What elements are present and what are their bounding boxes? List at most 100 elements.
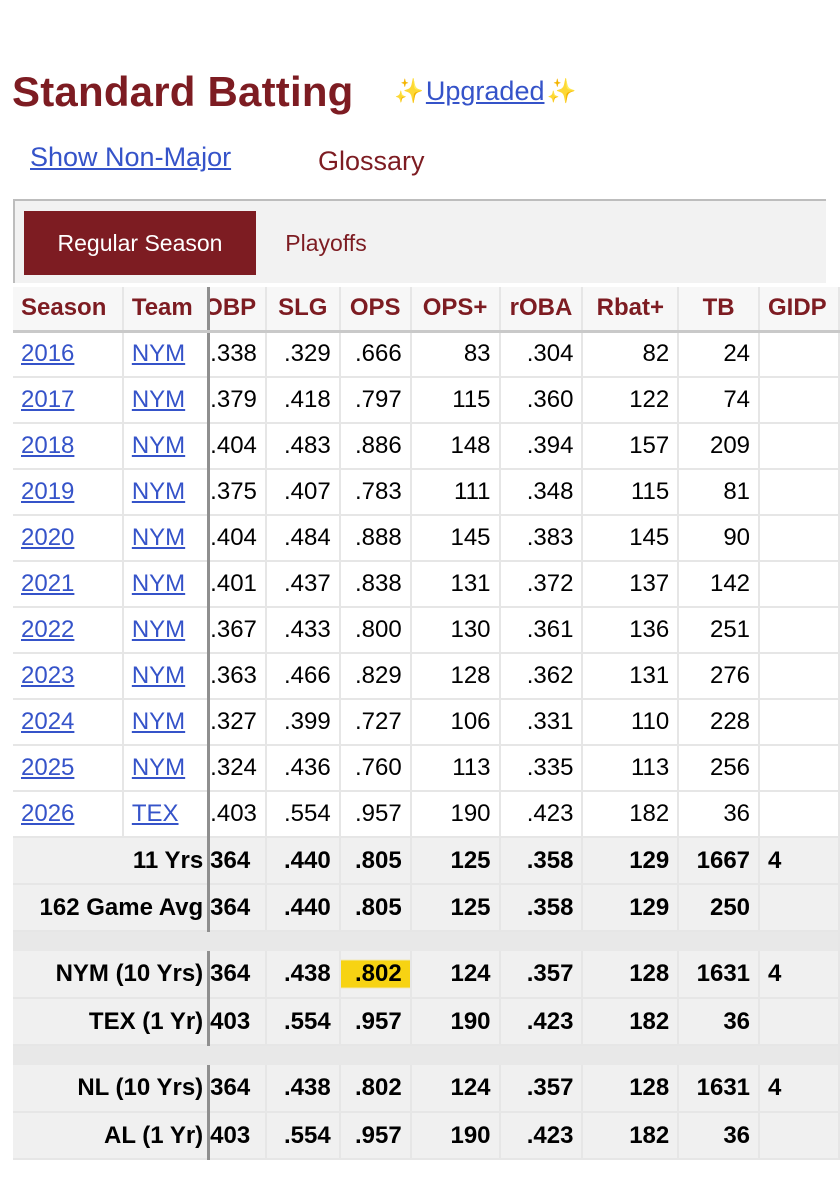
cell-tb: 209	[678, 423, 761, 470]
season-link[interactable]: 2018	[21, 432, 75, 459]
cell-obp: .327	[208, 699, 267, 746]
col-header-roba[interactable]: rOBA	[499, 287, 584, 333]
team-link[interactable]: NYM	[131, 478, 186, 505]
cell-gidp	[759, 515, 840, 562]
cell-rbat: 128	[582, 951, 680, 999]
col-header-slg[interactable]: SLG	[265, 287, 341, 333]
cell-season[interactable]: 2022	[13, 607, 124, 654]
team-link[interactable]: NYM	[131, 386, 186, 413]
cell-season[interactable]: 2025	[13, 745, 124, 792]
season-link[interactable]: 2019	[21, 478, 75, 505]
cell-obp: 403	[208, 1112, 267, 1160]
cell-ops: .727	[339, 699, 412, 746]
season-tabs: Regular Season Playoffs	[13, 199, 826, 283]
col-header-ops-plus[interactable]: OPS+	[410, 287, 501, 333]
team-link[interactable]: NYM	[131, 570, 186, 597]
cell-team[interactable]: TEX	[122, 791, 211, 838]
cell-season[interactable]: 2024	[13, 699, 124, 746]
season-link[interactable]: 2025	[21, 754, 75, 781]
season-link[interactable]: 2023	[21, 662, 75, 689]
col-header-obp[interactable]: OBP	[208, 287, 267, 333]
tab-playoffs[interactable]: Playoffs	[285, 229, 367, 256]
sparkle-icon: ✨	[546, 78, 577, 105]
cell-team[interactable]: NYM	[122, 607, 211, 654]
upgraded-link-group: ✨ Upgraded ✨	[394, 76, 576, 107]
team-link[interactable]: TEX	[131, 800, 179, 827]
cell-rbat: 110	[582, 699, 680, 746]
summary-label: AL (1 Yr)	[13, 1112, 211, 1160]
cell-season[interactable]: 2021	[13, 561, 124, 608]
standard-batting-table: Season Team OBP SLG OPS OPS+ rOBA Rbat+ …	[13, 287, 840, 1160]
team-link[interactable]: NYM	[131, 340, 186, 368]
season-link[interactable]: 2024	[21, 708, 75, 735]
col-header-rbat-plus[interactable]: Rbat+	[582, 287, 680, 333]
team-link[interactable]: NYM	[131, 754, 186, 781]
team-link[interactable]: NYM	[131, 432, 186, 459]
cell-obp: .404	[208, 423, 267, 470]
cell-team[interactable]: NYM	[122, 423, 211, 470]
cell-team[interactable]: NYM	[122, 469, 211, 516]
upgraded-link[interactable]: Upgraded	[425, 76, 545, 106]
cell-roba: .360	[499, 377, 584, 424]
cell-roba: .423	[499, 998, 584, 1046]
team-link[interactable]: NYM	[131, 662, 186, 689]
summary-row: 11 Yrs 364.440.805 125.358 129 1667 4	[13, 837, 840, 885]
cell-ops: .666	[339, 331, 412, 378]
show-non-major-link[interactable]: Show Non-Major	[30, 142, 232, 172]
table-row: 2023 NYM .363.466.829 128.362 131 276	[13, 653, 840, 700]
season-link[interactable]: 2021	[21, 570, 75, 597]
cell-roba: .357	[499, 951, 584, 999]
cell-team[interactable]: NYM	[122, 653, 211, 700]
season-link[interactable]: 2017	[21, 386, 75, 413]
col-header-team[interactable]: Team	[122, 287, 211, 333]
cell-team[interactable]: NYM	[122, 515, 211, 562]
cell-ops-plus: 190	[410, 1112, 501, 1160]
season-link[interactable]: 2016	[21, 340, 75, 368]
summary-label: 11 Yrs	[13, 837, 211, 885]
table-row: 2016 NYM .338.329.666 83.304 82 24	[13, 331, 840, 378]
season-link[interactable]: 2026	[21, 800, 75, 827]
cell-season[interactable]: 2016	[13, 331, 124, 378]
col-header-tb[interactable]: TB	[678, 287, 761, 333]
cell-roba: .358	[499, 837, 584, 885]
cell-season[interactable]: 2017	[13, 377, 124, 424]
cell-team[interactable]: NYM	[122, 745, 211, 792]
col-header-ops[interactable]: OPS	[339, 287, 412, 333]
cell-tb: 24	[678, 331, 761, 378]
table-row: 2019 NYM .375.407.783 111.348 115 81	[13, 469, 840, 516]
cell-season[interactable]: 2020	[13, 515, 124, 562]
cell-season[interactable]: 2023	[13, 653, 124, 700]
col-header-season[interactable]: Season	[13, 287, 124, 333]
cell-gidp	[759, 377, 840, 424]
cell-roba: .358	[499, 884, 584, 932]
team-link[interactable]: NYM	[131, 524, 186, 551]
cell-season[interactable]: 2019	[13, 469, 124, 516]
cell-team[interactable]: NYM	[122, 561, 211, 608]
cell-ops-plus: 145	[410, 515, 501, 562]
table-row: 2021 NYM .401.437.838 131.372 137 142	[13, 561, 840, 608]
team-link[interactable]: NYM	[131, 708, 186, 735]
cell-ops: .805	[339, 884, 412, 932]
cell-rbat: 113	[582, 745, 680, 792]
season-link[interactable]: 2022	[21, 616, 75, 643]
tab-regular-season[interactable]: Regular Season	[24, 211, 256, 275]
cell-ops: .829	[339, 653, 412, 700]
batting-table-scroll[interactable]: Season Team OBP SLG OPS OPS+ rOBA Rbat+ …	[13, 287, 840, 1200]
cell-ops-plus: 124	[410, 951, 501, 999]
col-header-gidp[interactable]: GIDP	[759, 287, 840, 333]
cell-slg: .466	[265, 653, 341, 700]
cell-team[interactable]: NYM	[122, 331, 211, 378]
cell-season[interactable]: 2018	[13, 423, 124, 470]
cell-team[interactable]: NYM	[122, 699, 211, 746]
cell-tb: 1631	[678, 1065, 761, 1113]
cell-rbat: 115	[582, 469, 680, 516]
cell-tb: 36	[678, 998, 761, 1046]
cell-season[interactable]: 2026	[13, 791, 124, 838]
team-link[interactable]: NYM	[131, 616, 186, 643]
season-link[interactable]: 2020	[21, 524, 75, 551]
table-header-row: Season Team OBP SLG OPS OPS+ rOBA Rbat+ …	[13, 287, 840, 333]
summary-row: AL (1 Yr) 403.554.957 190.423 182 36	[13, 1112, 840, 1160]
cell-team[interactable]: NYM	[122, 377, 211, 424]
glossary-link[interactable]: Glossary	[318, 146, 425, 176]
cell-ops-plus: 131	[410, 561, 501, 608]
